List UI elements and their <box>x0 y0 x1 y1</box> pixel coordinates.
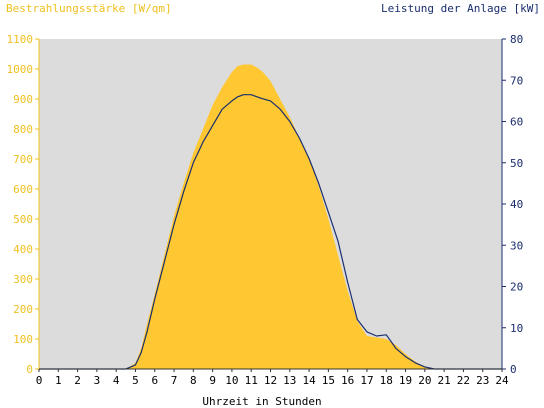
left-tick-label: 500 <box>13 213 33 226</box>
left-tick-label: 0 <box>26 363 33 376</box>
x-tick-label: 16 <box>341 374 354 387</box>
x-tick-label: 6 <box>151 374 158 387</box>
x-tick-label: 12 <box>264 374 277 387</box>
x-tick-label: 23 <box>476 374 489 387</box>
x-tick-label: 7 <box>171 374 178 387</box>
right-tick-label: 80 <box>510 33 523 46</box>
left-tick-label: 700 <box>13 153 33 166</box>
left-tick-label: 100 <box>13 333 33 346</box>
right-tick-label: 10 <box>510 322 523 335</box>
right-tick-label: 60 <box>510 116 523 129</box>
x-tick-label: 15 <box>322 374 335 387</box>
x-tick-label: 5 <box>132 374 139 387</box>
x-tick-label: 19 <box>399 374 412 387</box>
x-axis-label: Uhrzeit in Stunden <box>202 395 321 408</box>
x-tick-label: 17 <box>360 374 373 387</box>
x-tick-label: 22 <box>457 374 470 387</box>
x-tick-label: 18 <box>380 374 393 387</box>
x-tick-label: 13 <box>283 374 296 387</box>
right-tick-label: 70 <box>510 74 523 87</box>
left-tick-label: 1000 <box>7 63 34 76</box>
x-tick-label: 0 <box>36 374 43 387</box>
left-tick-label: 600 <box>13 183 33 196</box>
irradiance-area <box>39 64 502 369</box>
x-tick-label: 14 <box>302 374 316 387</box>
left-tick-label: 900 <box>13 93 33 106</box>
right-tick-label: 40 <box>510 198 523 211</box>
right-tick-label: 0 <box>510 363 517 376</box>
left-tick-label: 800 <box>13 123 33 136</box>
x-tick-label: 24 <box>495 374 509 387</box>
right-tick-label: 20 <box>510 281 523 294</box>
x-tick-label: 3 <box>94 374 101 387</box>
x-tick-label: 8 <box>190 374 197 387</box>
x-tick-label: 1 <box>55 374 62 387</box>
x-tick-label: 11 <box>245 374 258 387</box>
x-tick-label: 10 <box>225 374 238 387</box>
x-tick-label: 21 <box>438 374 451 387</box>
left-axis-title: Bestrahlungsstärke [W/qm] <box>6 2 172 15</box>
x-tick-label: 20 <box>418 374 431 387</box>
left-tick-label: 300 <box>13 273 33 286</box>
left-tick-label: 200 <box>13 303 33 316</box>
left-tick-label: 1100 <box>7 33 34 46</box>
x-tick-label: 9 <box>209 374 216 387</box>
right-tick-label: 30 <box>510 239 523 252</box>
x-tick-label: 2 <box>74 374 81 387</box>
right-tick-label: 50 <box>510 157 523 170</box>
x-tick-label: 4 <box>113 374 120 387</box>
power-line <box>39 94 502 370</box>
right-axis-title: Leistung der Anlage [kW] <box>381 2 540 15</box>
left-tick-label: 400 <box>13 243 33 256</box>
